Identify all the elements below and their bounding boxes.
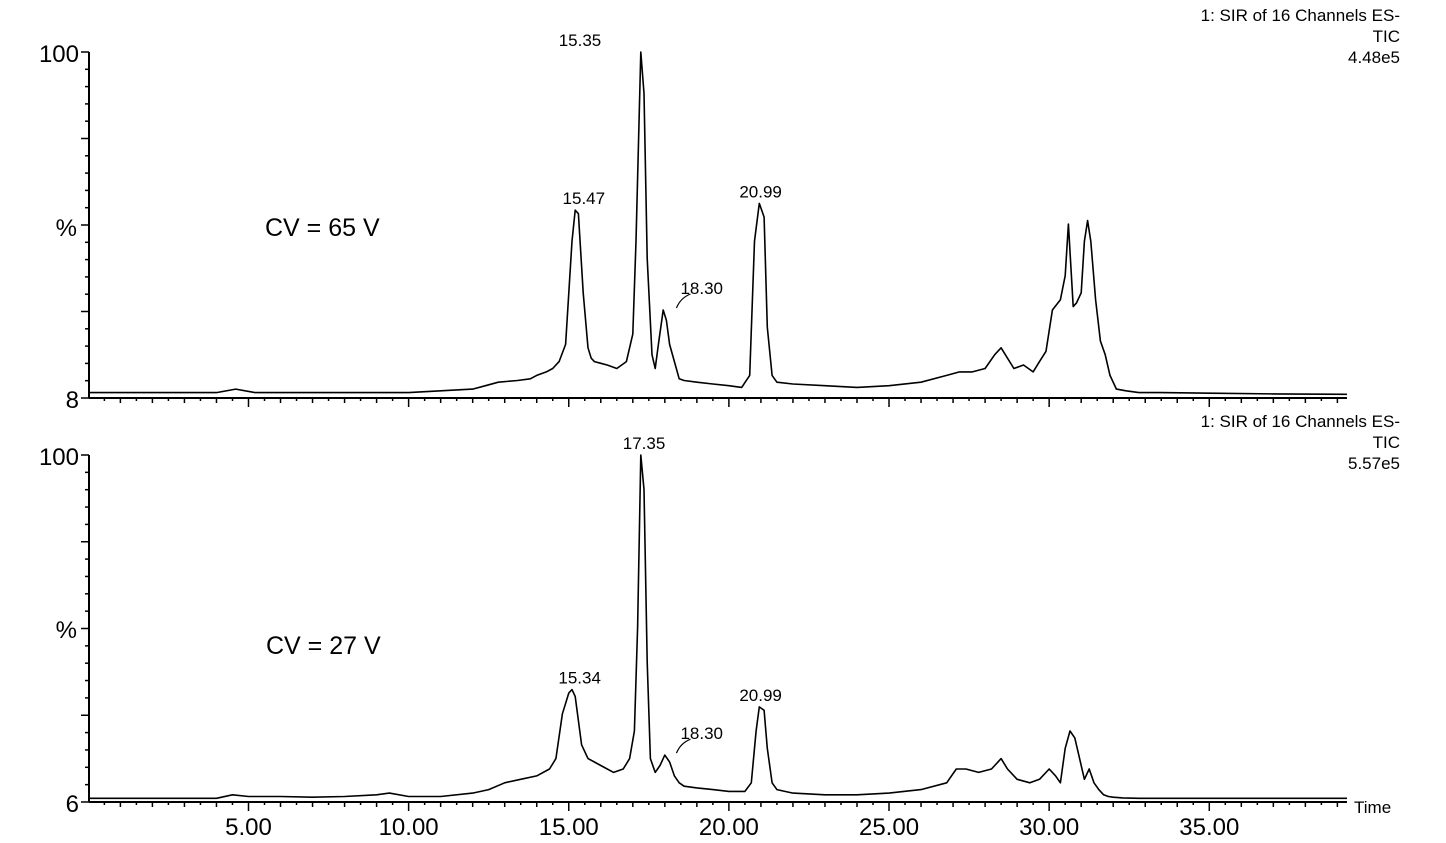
peak-label: 18.30: [680, 279, 723, 298]
y-axis-label: %: [56, 215, 77, 242]
y-axis-label: %: [56, 617, 77, 644]
peak-label: 15.34: [558, 669, 601, 688]
instrument-info-line: TIC: [1373, 433, 1400, 452]
cone-voltage-annotation: CV = 27 V: [266, 632, 381, 660]
peak-leader-line: [675, 293, 691, 309]
x-tick-label: 25.00: [859, 814, 919, 841]
y-tick-label-top: 100: [39, 41, 79, 68]
y-tick-label-bottom: 6: [66, 791, 79, 818]
x-tick-label: 35.00: [1179, 814, 1239, 841]
peak-label: 20.99: [739, 686, 782, 705]
x-tick-label: 30.00: [1019, 814, 1079, 841]
peak-label: 18.30: [680, 724, 723, 743]
peak-label: 15.35: [559, 31, 602, 50]
y-tick-label-top: 100: [39, 444, 79, 471]
tic-trace-line: [89, 454, 1347, 800]
y-tick-label-bottom: 8: [66, 387, 79, 414]
instrument-info-line: TIC: [1373, 27, 1400, 46]
instrument-info-line: 1: SIR of 16 Channels ES-: [1201, 412, 1400, 431]
peak-label: 17.35: [623, 434, 666, 453]
peak-label: 20.99: [739, 182, 782, 201]
peak-label: 15.47: [563, 189, 606, 208]
peak-leader-line: [675, 738, 691, 754]
tic-trace-line: [89, 51, 1348, 396]
instrument-info-line: 5.57e5: [1348, 454, 1400, 473]
chromatogram-panel-cv27: 100 6% 1: SIR of 16 Channels ES- TIC 5.57e5 C…: [39, 412, 1400, 841]
x-axis-label: Time: [1354, 798, 1391, 817]
x-tick-label: 15.00: [539, 814, 599, 841]
instrument-info-line: 4.48e5: [1348, 48, 1400, 67]
cone-voltage-annotation: CV = 65 V: [265, 214, 380, 242]
instrument-info-line: 1: SIR of 16 Channels ES-: [1201, 6, 1400, 25]
chromatogram-panel-cv65: 100 8% 1: SIR of 16 Channels ES- TIC 4.48e5 C…: [39, 6, 1400, 414]
x-tick-label: 10.00: [379, 814, 439, 841]
x-tick-label: 5.00: [225, 814, 272, 841]
x-tick-label: 20.00: [699, 814, 759, 841]
